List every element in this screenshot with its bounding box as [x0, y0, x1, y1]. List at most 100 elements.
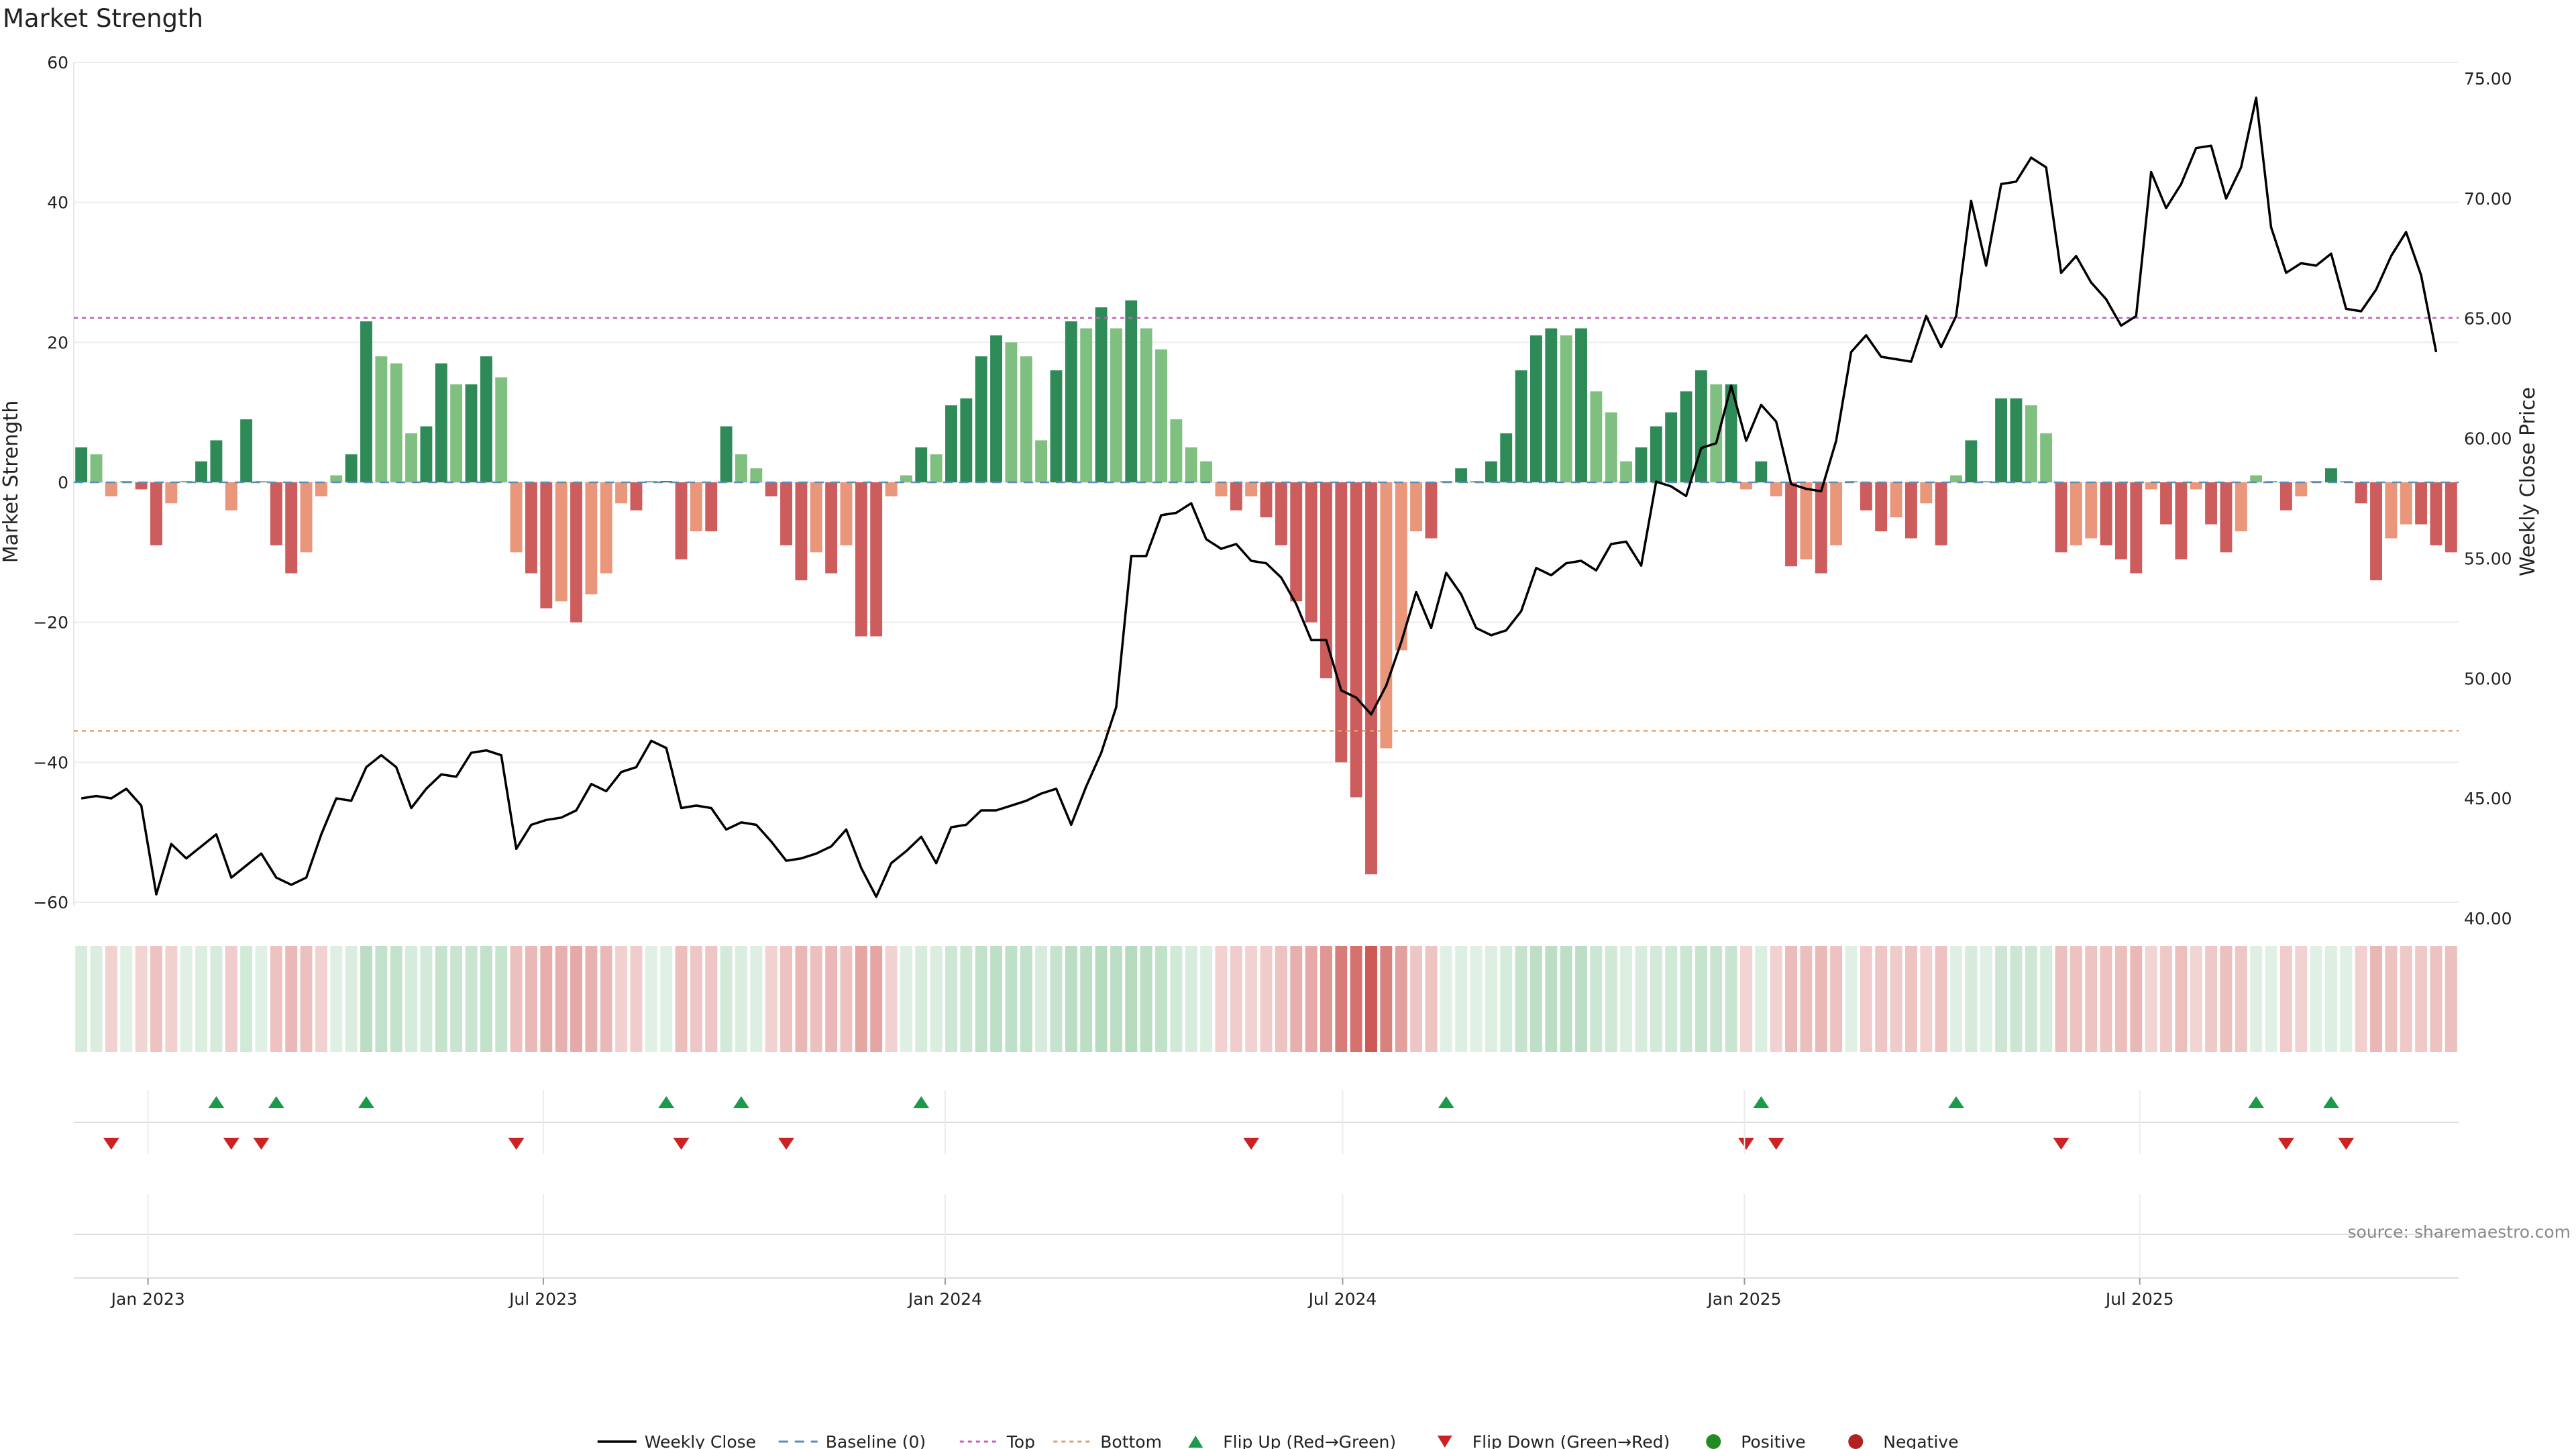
heat-cell [2235, 946, 2247, 1052]
strength-bar [1170, 419, 1183, 482]
heat-cell [1560, 946, 1572, 1052]
heat-cell [510, 946, 523, 1052]
strength-bar [1530, 335, 1542, 482]
strength-bar [1065, 321, 1077, 482]
strength-bar [90, 454, 103, 482]
right-tick-label: 40.00 [2464, 909, 2512, 928]
strength-bar [165, 482, 178, 504]
x-tick-label: Jan 2024 [907, 1289, 982, 1309]
legend-swatch-negative [1848, 1434, 1864, 1449]
heat-cell [1950, 946, 1962, 1052]
heat-cell [1695, 946, 1707, 1052]
strength-bar [1710, 384, 1723, 482]
heat-cell [255, 946, 268, 1052]
heat-cell [975, 946, 987, 1052]
heat-cell [270, 946, 282, 1052]
heat-cell [720, 946, 733, 1052]
heat-cell [795, 946, 808, 1052]
weekly-close-line-layer [80, 96, 2438, 898]
x-tick-label: Jul 2025 [2104, 1289, 2174, 1309]
strength-bar [930, 454, 943, 482]
legend-label: Flip Up (Red→Green) [1223, 1432, 1396, 1449]
heat-cell [765, 946, 777, 1052]
heat-cell [2265, 946, 2277, 1052]
heat-cell [2415, 946, 2428, 1052]
source-label: source: sharemaestro.com [2348, 1222, 2571, 1242]
strength-bar [1275, 482, 1287, 545]
strength-bar [2145, 482, 2157, 490]
heat-cell [1230, 946, 1242, 1052]
heat-cell [195, 946, 207, 1052]
right-tick-label: 45.00 [2464, 789, 2512, 808]
strength-bar [855, 482, 867, 637]
strength-bar [1110, 328, 1122, 482]
heat-cell [825, 946, 838, 1052]
heat-cell [1500, 946, 1513, 1052]
heat-cell [1125, 946, 1138, 1052]
heat-cell [2310, 946, 2322, 1052]
strength-bar [2430, 482, 2443, 545]
heat-cell [810, 946, 822, 1052]
heat-cell [180, 946, 193, 1052]
strength-bar [150, 482, 162, 545]
heat-cell [1980, 946, 1992, 1052]
strength-bar [1095, 307, 1108, 482]
strength-bar [2235, 482, 2247, 532]
heat-cell [165, 946, 178, 1052]
strength-bar [1350, 482, 1362, 798]
strength-bar [375, 356, 388, 482]
strength-bar [675, 482, 688, 559]
heat-cell [90, 946, 103, 1052]
heat-cell [330, 946, 343, 1052]
strength-bar [1680, 391, 1693, 482]
heat-cell [1425, 946, 1438, 1052]
strength-bar [840, 482, 853, 545]
heat-cell [315, 946, 327, 1052]
heat-cell [2279, 946, 2292, 1052]
strength-bar [1395, 482, 1407, 651]
strength-bar [1215, 482, 1228, 496]
flip-down-marker [508, 1138, 525, 1150]
strength-bar [1785, 482, 1797, 567]
heat-cell [585, 946, 598, 1052]
heat-cell [2160, 946, 2172, 1052]
strength-bar [2040, 433, 2053, 482]
strength-bar [765, 482, 777, 496]
strength-bar [540, 482, 553, 608]
strength-bar [2385, 482, 2398, 539]
heat-cell [2114, 946, 2127, 1052]
heat-cell [120, 946, 133, 1052]
heat-cell [2370, 946, 2382, 1052]
x-tick-label: Jul 2024 [1307, 1289, 1377, 1309]
heat-cell [855, 946, 867, 1052]
strength-bar [2279, 482, 2292, 511]
flip-up-marker [913, 1096, 930, 1108]
heat-cell [420, 946, 433, 1052]
legend-swatch-positive [1706, 1434, 1721, 1449]
heat-cell [2325, 946, 2337, 1052]
reference-lines [74, 317, 2459, 732]
strength-bar [1365, 482, 1377, 875]
left-tick-label: 60 [47, 53, 68, 72]
heat-cell [2190, 946, 2202, 1052]
strength-bar [1125, 300, 1138, 482]
strength-bar [615, 482, 628, 504]
heat-cell [525, 946, 537, 1052]
heat-cell [2385, 946, 2398, 1052]
strength-bar [2445, 482, 2457, 553]
right-axis-title: Weekly Close Price [2516, 387, 2540, 576]
strength-bar [420, 426, 433, 482]
heat-cell [75, 946, 88, 1052]
flip-up-marker [733, 1096, 749, 1108]
strength-bar [900, 475, 912, 482]
heat-cell [990, 946, 1002, 1052]
strength-bar [2370, 482, 2382, 581]
heat-cell [1020, 946, 1032, 1052]
strength-bar [780, 482, 792, 545]
strength-bar [240, 419, 253, 482]
flip-up-marker [2322, 1096, 2339, 1108]
heat-cell [1095, 946, 1108, 1052]
strength-bar [1035, 440, 1048, 482]
strength-bar [870, 482, 883, 637]
flip-up-marker [1438, 1096, 1454, 1108]
